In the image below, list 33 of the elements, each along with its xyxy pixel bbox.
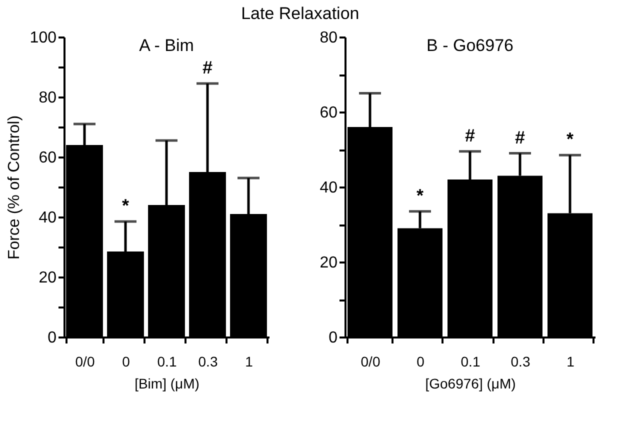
y-tick-label: 40	[320, 180, 338, 196]
y-tick-label: 0	[328, 330, 338, 346]
chart-title: A - Bim	[139, 36, 194, 55]
y-tick-label: 60	[38, 150, 57, 166]
x-tick-label: 0.3	[510, 354, 530, 370]
x-axis-title: [Go6976] (μM)	[425, 376, 516, 392]
y-tick-label: 60	[320, 104, 338, 122]
y-tick-label: 80	[38, 90, 57, 106]
x-tick-label: 0	[122, 354, 130, 370]
x-tick-label: 1	[566, 354, 575, 370]
y-tick-label: 0	[48, 330, 57, 346]
y-axis-title: Force (% of Control)	[6, 115, 23, 260]
y-tick-label: 20	[38, 270, 57, 286]
annotation: *	[416, 185, 424, 206]
chart-title: B - Go6976	[426, 36, 514, 55]
y-tick-label: 100	[30, 30, 57, 46]
annotation: #	[464, 125, 476, 146]
x-tick-label: 0.3	[198, 354, 218, 370]
x-axis-title: [Bim] (μM)	[134, 376, 200, 392]
x-tick-label: 0/0	[75, 354, 95, 370]
text: Late Relaxation	[241, 4, 360, 23]
x-tick-label: 1	[245, 354, 254, 370]
annotation: *	[122, 196, 130, 216]
x-tick-label: 0	[416, 354, 425, 370]
annotation: *	[566, 129, 574, 150]
x-tick-label: 0.1	[157, 354, 177, 370]
x-tick-label: 0/0	[360, 354, 380, 370]
annotation: #	[514, 127, 526, 148]
x-tick-label: 0.1	[460, 354, 480, 370]
y-tick-label: 20	[320, 254, 338, 272]
annotation: #	[202, 58, 213, 78]
y-tick-label: 80	[320, 30, 338, 46]
y-tick-label: 40	[38, 210, 57, 226]
